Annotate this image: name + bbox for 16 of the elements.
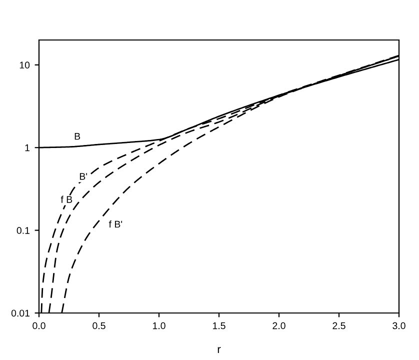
x-tick-label: 2.0 [272, 322, 286, 330]
annotation: f B [60, 196, 72, 203]
annotation: f B' [108, 220, 122, 228]
y-tick-label: 10 [20, 62, 30, 69]
x-tick-label: 1.5 [212, 322, 226, 330]
x-axis-title: r [218, 347, 221, 354]
annotation: B' [80, 173, 88, 180]
x-tick-label: 3.0 [392, 322, 406, 330]
x-tick-label: 0.5 [92, 322, 106, 330]
x-tick-label: 2.5 [332, 322, 346, 330]
annotation: B [74, 132, 80, 140]
x-tick-label: 0.0 [32, 322, 46, 330]
y-tick-label: 1 [25, 144, 30, 152]
y-tick-label: 0.1 [16, 227, 30, 234]
x-tick-label: 1.0 [152, 322, 166, 330]
y-tick-label: 0.01 [11, 310, 30, 317]
